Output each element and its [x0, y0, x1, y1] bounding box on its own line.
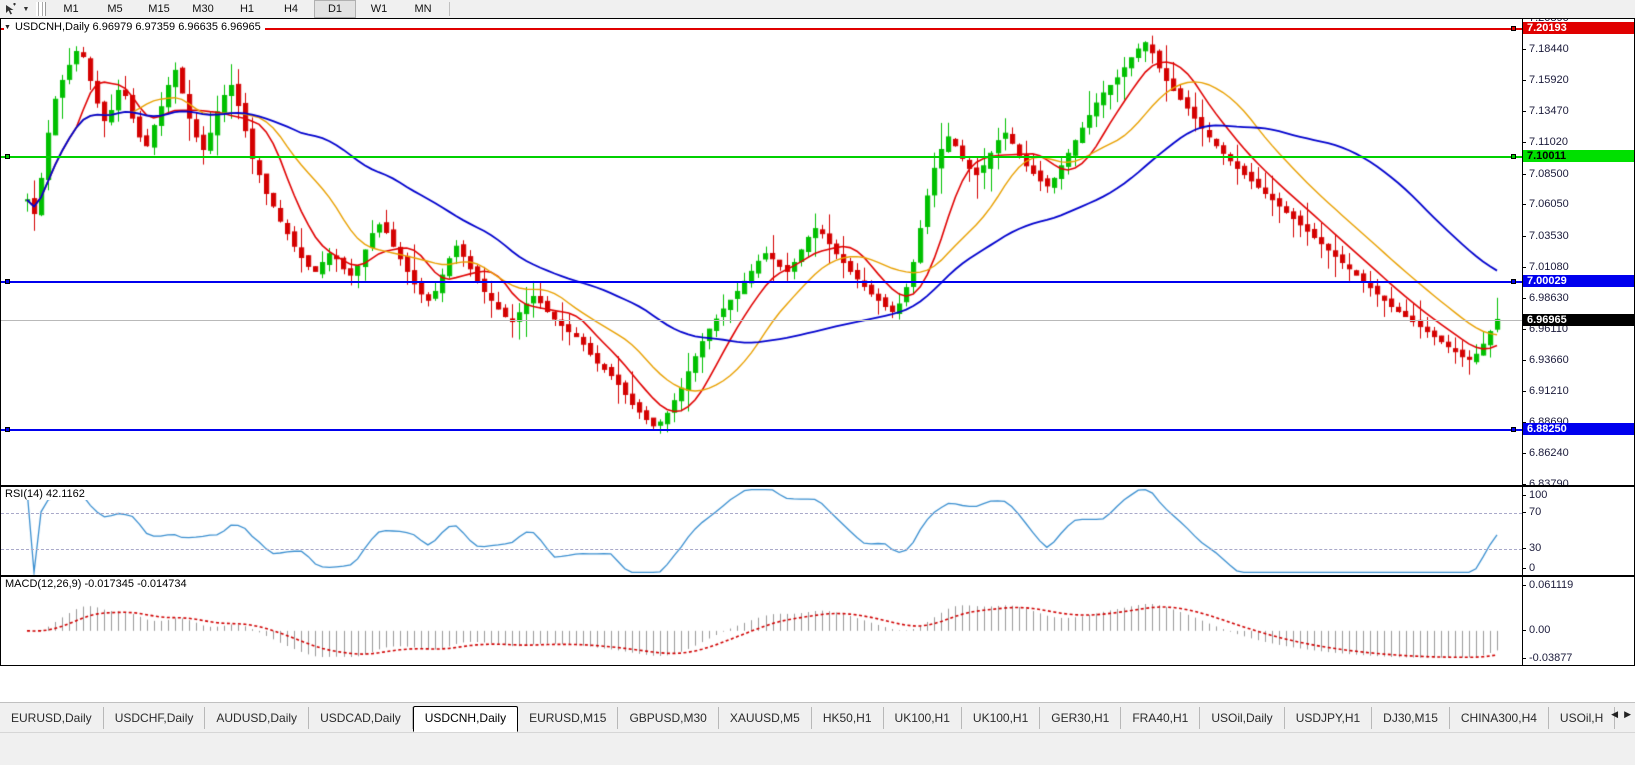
timeframe-toolbar: ▼ M1 M5 M15 M30 H1 H4 D1 W1 MN	[0, 0, 1635, 19]
price-level-line[interactable]	[1, 155, 1522, 158]
chart-tab-usoil-h[interactable]: USOil,H	[1549, 707, 1616, 729]
macd-tick-label: 0.00	[1529, 623, 1551, 636]
level-anchor-handle[interactable]	[1511, 279, 1516, 285]
macd-pane[interactable]: MACD(12,26,9) -0.017345 -0.014734 0.0611…	[0, 576, 1635, 666]
rsi-indicator-label: RSI(14) 42.1162	[5, 488, 88, 500]
rsi-pane[interactable]: RSI(14) 42.1162 100 70 30 0	[0, 486, 1635, 576]
price-tick-label: 7.03530	[1529, 230, 1569, 243]
level-anchor-handle[interactable]	[5, 153, 10, 159]
chart-tab-uk100-h1[interactable]: UK100,H1	[884, 707, 962, 729]
timeframe-w1[interactable]: W1	[370, 3, 388, 15]
chart-tabbar: EURUSD,Daily USDCHF,Daily AUDUSD,Daily USDC…	[0, 702, 1635, 765]
price-tick-label: 7.18440	[1529, 42, 1569, 55]
symbol-ohlc-label: USDCNH,Daily 6.96979 6.97359 6.96635 6.9…	[14, 21, 261, 33]
price-tick-label: 7.13470	[1529, 105, 1569, 118]
chart-tab-usdchf-daily[interactable]: USDCHF,Daily	[104, 707, 206, 729]
chart-tab-hk50-h1[interactable]: HK50,H1	[812, 707, 884, 729]
chart-tab-eurusd-m15[interactable]: EURUSD,M15	[518, 707, 619, 729]
level-anchor-handle[interactable]	[5, 426, 10, 432]
rsi-plot[interactable]: RSI(14) 42.1162	[1, 487, 1522, 575]
timeframe-h4[interactable]: H4	[283, 3, 299, 15]
chart-tab-audusd-daily[interactable]: AUDUSD,Daily	[205, 707, 310, 729]
chart-tab-eurusd-daily[interactable]: EURUSD,Daily	[0, 707, 104, 729]
price-level-line[interactable]	[1, 319, 1522, 321]
price-tick-label: 6.86240	[1529, 447, 1569, 460]
price-tick-label: 6.91210	[1529, 384, 1569, 397]
green-level-marker: 7.10011	[1523, 149, 1634, 162]
resistance-level-marker: 7.20193	[1523, 21, 1634, 34]
timeframe-list: M1 M5 M15 M30 H1 H4 D1 W1 MN	[49, 0, 445, 18]
macd-plot[interactable]: MACD(12,26,9) -0.017345 -0.014734	[1, 577, 1522, 665]
rsi-tick-label: 0	[1529, 562, 1536, 574]
chart-area[interactable]: ▼ USDCNH,Daily 6.96979 6.97359 6.96635 6…	[0, 18, 1635, 716]
tab-scroll-controls[interactable]: ◀ ▶	[1611, 709, 1631, 720]
status-bar	[0, 732, 1635, 765]
price-axis[interactable]: 6.837906.862406.886906.912106.936606.961…	[1522, 19, 1634, 485]
current-price-marker: 6.96965	[1523, 313, 1634, 326]
level-anchor-handle[interactable]	[1511, 25, 1516, 31]
price-tick-label: 6.98630	[1529, 291, 1569, 304]
price-level-line[interactable]	[1, 281, 1522, 284]
price-tick-label: 6.83790	[1529, 478, 1569, 486]
macd-tick-label: 0.061119	[1529, 579, 1574, 591]
timeframe-d1[interactable]: D1	[314, 0, 356, 18]
chart-tab-ger30-h1[interactable]: GER30,H1	[1040, 707, 1122, 729]
chart-tab-gbpusd-m30[interactable]: GBPUSD,M30	[618, 707, 719, 729]
blue-level-marker: 7.00029	[1523, 275, 1634, 288]
chart-tab-usdcnh-daily[interactable]: USDCNH,Daily	[412, 706, 519, 732]
chart-tab-uk100-h1[interactable]: UK100,H1	[962, 707, 1041, 729]
toolbar-dropdown-icon[interactable]: ▼	[22, 5, 30, 13]
crosshair-cursor-icon[interactable]	[0, 0, 20, 18]
chevron-down-icon[interactable]: ▼	[4, 23, 11, 31]
price-plot[interactable]: ▼ USDCNH,Daily 6.96979 6.97359 6.96635 6…	[1, 19, 1522, 485]
chart-tab-list: EURUSD,Daily USDCHF,Daily AUDUSD,Daily USDC…	[0, 706, 1616, 732]
price-tick-label: 7.11020	[1529, 135, 1568, 148]
price-level-line[interactable]	[1, 428, 1522, 431]
rsi-guide-line	[1, 513, 1522, 515]
macd-tick-label: -0.03877	[1529, 652, 1573, 664]
price-tick-label: 7.01080	[1529, 260, 1569, 273]
chart-tab-usdcad-daily[interactable]: USDCAD,Daily	[309, 707, 413, 729]
price-tick-label: 7.06050	[1529, 198, 1569, 211]
symbol-header[interactable]: ▼ USDCNH,Daily 6.96979 6.97359 6.96635 6…	[4, 21, 265, 33]
timeframe-h1[interactable]: H1	[239, 3, 255, 15]
price-tick-label: 6.93660	[1529, 354, 1569, 367]
drag-grip-icon[interactable]	[36, 2, 46, 16]
timeframe-mn[interactable]: MN	[414, 3, 432, 15]
rsi-tick-label: 100	[1529, 489, 1548, 501]
price-level-line[interactable]	[1, 27, 1522, 30]
chart-tab-xauusd-m5[interactable]: XAUUSD,M5	[719, 707, 812, 729]
chart-tab-dj30-m15[interactable]: DJ30,M15	[1372, 707, 1450, 729]
price-pane[interactable]: ▼ USDCNH,Daily 6.96979 6.97359 6.96635 6…	[0, 18, 1635, 486]
rsi-tick-label: 70	[1529, 506, 1542, 519]
macd-indicator-label: MACD(12,26,9) -0.017345 -0.014734	[5, 578, 190, 590]
toolbar-divider	[449, 2, 450, 16]
timeframe-m30[interactable]: M30	[192, 3, 214, 15]
chevron-right-icon[interactable]: ▶	[1624, 709, 1631, 719]
rsi-tick-label: 30	[1529, 541, 1542, 554]
timeframe-m15[interactable]: M15	[148, 3, 170, 15]
rsi-guide-line	[1, 548, 1522, 550]
price-tick-label: 7.08500	[1529, 167, 1569, 180]
level-anchor-handle[interactable]	[1511, 153, 1516, 159]
chart-tab-usdjpy-h1[interactable]: USDJPY,H1	[1285, 707, 1373, 729]
price-tick-label: 7.20890	[1529, 19, 1569, 24]
price-tick-label: 6.96110	[1529, 323, 1568, 336]
chart-tab-fra40-h1[interactable]: FRA40,H1	[1121, 707, 1201, 729]
level-anchor-handle[interactable]	[5, 279, 10, 285]
level-anchor-handle[interactable]	[1511, 426, 1516, 432]
timeframe-m1[interactable]: M1	[63, 3, 79, 15]
rsi-axis: 100 70 30 0	[1522, 487, 1634, 575]
chart-tab-china300-h4[interactable]: CHINA300,H4	[1450, 707, 1549, 729]
macd-axis: 0.061119 0.00 -0.03877	[1522, 577, 1634, 665]
timeframe-m5[interactable]: M5	[107, 3, 123, 15]
chevron-left-icon[interactable]: ◀	[1611, 709, 1619, 719]
support-level-marker: 6.88250	[1523, 422, 1634, 435]
price-tick-label: 7.15920	[1529, 74, 1569, 87]
chart-tab-usoil-daily[interactable]: USOil,Daily	[1200, 707, 1285, 729]
